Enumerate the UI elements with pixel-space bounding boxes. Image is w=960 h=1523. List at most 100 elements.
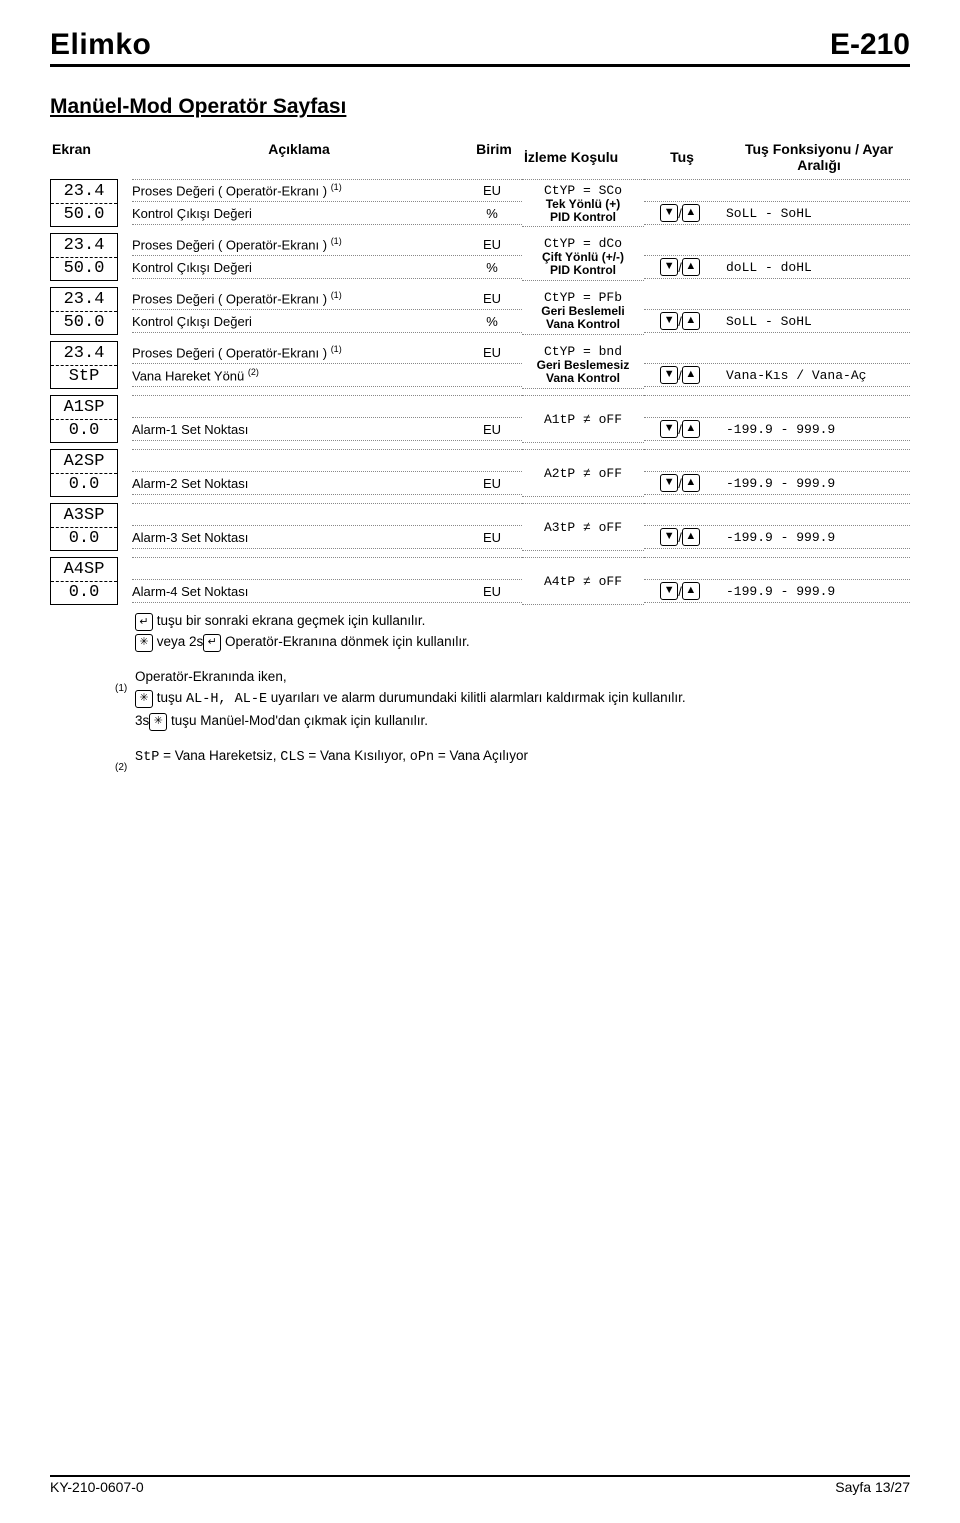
fn1-title: Operatör-Ekranında iken, <box>135 669 287 684</box>
fn2-cls: CLS <box>280 750 304 765</box>
display-segment: 23.4 <box>51 234 117 257</box>
enter-key-icon: ↵ <box>135 613 153 631</box>
col-izleme: İzleme Koşulu <box>524 141 646 173</box>
fonks-text: -199.9 - 999.9 <box>716 530 910 545</box>
star-key-icon-3: ✳ <box>149 713 167 731</box>
aciklama-text: Alarm-4 Set Noktası <box>132 584 462 599</box>
note-nav: ↵ tuşu bir sonraki ekrana geçmek için ku… <box>135 611 910 653</box>
display-segment: 0.0 <box>51 527 117 551</box>
display-segment: 23.4 <box>51 288 117 311</box>
display-segment: A2SP <box>51 450 117 473</box>
tus-text: ▼ / ▲ <box>644 528 716 546</box>
fonks-text: -199.9 - 999.9 <box>716 584 910 599</box>
table-row: 23.4StP Proses Değeri ( Operatör-Ekranı )… <box>50 341 910 389</box>
display-segment: 23.4 <box>51 342 117 365</box>
col-tus: Tuş <box>646 141 718 173</box>
note-nav-text-2b: Operatör-Ekranına dönmek için kullanılır… <box>221 634 469 649</box>
birim-text: % <box>462 206 522 221</box>
aciklama-text: Proses Değeri ( Operatör-Ekranı ) (1) <box>132 344 462 360</box>
tus-text: ▼ / ▲ <box>644 204 716 222</box>
tus-text: ▼ / ▲ <box>644 420 716 438</box>
table-row: 23.450.0 Proses Değeri ( Operatör-Ekranı … <box>50 179 910 227</box>
display-segment: 23.4 <box>51 180 117 203</box>
aciklama-text: Alarm-1 Set Noktası <box>132 422 462 437</box>
tus-text: ▼ / ▲ <box>644 366 716 384</box>
footnote-2: (2)StP = Vana Hareketsiz, CLS = Vana Kıs… <box>135 746 910 769</box>
izleme-condition: CtYP = bnd <box>544 344 622 359</box>
aciklama-text: Kontrol Çıkışı Değeri <box>132 260 462 275</box>
izleme-condition: CtYP = SCo <box>544 183 622 198</box>
display-segment: 0.0 <box>51 473 117 497</box>
header-bar: Elimko E-210 <box>50 28 910 67</box>
display-segment: 50.0 <box>51 257 117 281</box>
table-row: A1SP0.0 Alarm-1 Set NoktasıEU A1tP ≠ oFF ▼ … <box>50 395 910 443</box>
star-key-icon-2: ✳ <box>135 690 153 708</box>
tus-text: ▼ / ▲ <box>644 312 716 330</box>
izleme-condition: CtYP = PFb <box>544 290 622 305</box>
page-title: Manüel-Mod Operatör Sayfası <box>50 95 910 119</box>
birim-text: EU <box>462 183 522 198</box>
col-birim: Birim <box>464 141 524 173</box>
display-segment: 0.0 <box>51 419 117 443</box>
birim-text: EU <box>462 584 522 599</box>
footnote-1: (1)Operatör-Ekranında iken, ✳ tuşu AL-H,… <box>135 667 910 732</box>
birim-text: EU <box>462 422 522 437</box>
aciklama-text: Kontrol Çıkışı Değeri <box>132 206 462 221</box>
izleme-label: Geri BeslemesizVana Kontrol <box>537 359 630 384</box>
table-row: 23.450.0 Proses Değeri ( Operatör-Ekranı … <box>50 233 910 281</box>
display-segment: 50.0 <box>51 203 117 227</box>
fn1-l3-post: tuşu Manüel-Mod'dan çıkmak için kullanıl… <box>167 713 428 728</box>
note-nav-text-2a: veya 2s <box>153 634 203 649</box>
aciklama-text: Proses Değeri ( Operatör-Ekranı ) (1) <box>132 236 462 252</box>
birim-text: EU <box>462 530 522 545</box>
tus-text: ▼ / ▲ <box>644 582 716 600</box>
model: E-210 <box>830 28 910 62</box>
fonks-text: SoLL - SoHL <box>716 206 910 221</box>
star-key-icon: ✳ <box>135 634 153 652</box>
izleme-label: Çift Yönlü (+/-)PID Kontrol <box>542 251 624 276</box>
column-headers: Ekran Açıklama Birim İzleme Koşulu Tuş T… <box>50 141 910 173</box>
birim-text: EU <box>462 237 522 252</box>
display-segment: 50.0 <box>51 311 117 335</box>
footer-right: Sayfa 13/27 <box>835 1479 910 1495</box>
aciklama-text: Alarm-3 Set Noktası <box>132 530 462 545</box>
table-row: A4SP0.0Alarm-4 Set NoktasıEUA4tP ≠ oFF▼ … <box>50 557 910 605</box>
izleme-condition: A1tP ≠ oFF <box>544 412 622 427</box>
fn2-c: = Vana Kısılıyor, <box>305 748 410 763</box>
fn1-pre: tuşu <box>153 690 186 705</box>
fn2-e: = Vana Açılıyor <box>434 748 528 763</box>
birim-text: EU <box>462 476 522 491</box>
fonks-text: doLL - doHL <box>716 260 910 275</box>
enter-key-icon-2: ↵ <box>203 634 221 652</box>
display-segment: StP <box>51 365 117 389</box>
table-row: A3SP0.0 Alarm-3 Set NoktasıEU A3tP ≠ oFF ▼ … <box>50 503 910 551</box>
display-segment: A1SP <box>51 396 117 419</box>
tus-text: ▼ / ▲ <box>644 474 716 492</box>
footer-left: KY-210-0607-0 <box>50 1479 144 1495</box>
aciklama-text: Proses Değeri ( Operatör-Ekranı ) (1) <box>132 182 462 198</box>
izleme-condition: A3tP ≠ oFF <box>544 520 622 535</box>
fn1-l3-pre: 3s <box>135 713 149 728</box>
izleme-condition: CtYP = dCo <box>544 236 622 251</box>
fonks-text: SoLL - SoHL <box>716 314 910 329</box>
izleme-condition: A4tP ≠ oFF <box>544 574 622 589</box>
note-nav-text-1: tuşu bir sonraki ekrana geçmek için kull… <box>153 613 425 628</box>
tus-text: ▼ / ▲ <box>644 258 716 276</box>
display-segment: A4SP <box>51 558 117 581</box>
aciklama-text: Alarm-2 Set Noktası <box>132 476 462 491</box>
fonks-text: -199.9 - 999.9 <box>716 422 910 437</box>
table-row: 23.450.0Proses Değeri ( Operatör-Ekranı … <box>50 287 910 335</box>
page: Elimko E-210 Manüel-Mod Operatör Sayfası… <box>0 0 960 1523</box>
aciklama-text: Kontrol Çıkışı Değeri <box>132 314 462 329</box>
birim-text: % <box>462 260 522 275</box>
izleme-label: Geri BeslemeliVana Kontrol <box>541 305 624 330</box>
display-segment: A3SP <box>51 504 117 527</box>
fn2-stp: StP <box>135 750 159 765</box>
birim-text: EU <box>462 345 522 360</box>
izleme-label: Tek Yönlü (+)PID Kontrol <box>546 198 621 223</box>
fn2-a: = Vana Hareketsiz, <box>159 748 280 763</box>
table-row: A2SP0.0 Alarm-2 Set NoktasıEU A2tP ≠ oFF ▼ … <box>50 449 910 497</box>
fn1-codes: AL-H, AL-E <box>186 692 267 707</box>
footer: KY-210-0607-0 Sayfa 13/27 <box>50 1475 910 1495</box>
izleme-condition: A2tP ≠ oFF <box>544 466 622 481</box>
